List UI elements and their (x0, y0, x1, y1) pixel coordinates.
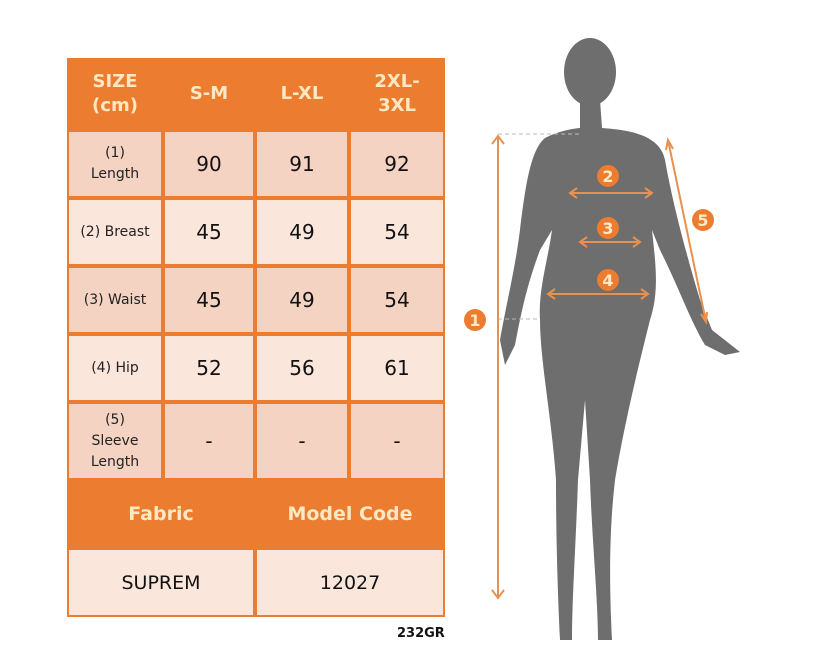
fabric-value: SUPREM (67, 548, 255, 617)
marker-4 (597, 269, 619, 291)
cell: 54 (349, 198, 445, 266)
marker-1-label: 1 (469, 311, 480, 330)
cell: 54 (349, 266, 445, 334)
cell: 45 (163, 266, 255, 334)
fabric-value-row: SUPREM 12027 (67, 548, 445, 617)
cell: 56 (255, 334, 349, 402)
header-l-xl: L-XL (255, 58, 349, 130)
size-chart-table: SIZE (cm) S-M L-XL 2XL-3XL (1) Length 90… (67, 58, 445, 617)
marker-3-label: 3 (602, 219, 613, 238)
row-label: (3) Waist (67, 266, 163, 334)
header-size: SIZE (cm) (67, 58, 163, 130)
cell: 52 (163, 334, 255, 402)
row-label: (1) Length (67, 130, 163, 198)
marker-4-label: 4 (602, 271, 613, 290)
marker-2-label: 2 (602, 167, 613, 186)
product-code: 232GR (397, 626, 445, 641)
header-2xl-3xl: 2XL-3XL (349, 58, 445, 130)
marker-2 (597, 165, 619, 187)
table-header: SIZE (cm) S-M L-XL 2XL-3XL (67, 58, 445, 130)
cell: 90 (163, 130, 255, 198)
cell: - (163, 402, 255, 480)
header-s-m: S-M (163, 58, 255, 130)
marker-1 (464, 309, 486, 331)
row-label: (2) Breast (67, 198, 163, 266)
row-label: (4) Hip (67, 334, 163, 402)
model-code-label: Model Code (255, 480, 445, 548)
guide-lines (498, 133, 580, 320)
marker-5-label: 5 (697, 211, 708, 230)
table-row: (2) Breast 45 49 54 (67, 198, 445, 266)
body-silhouette-figure: 1 2 3 4 5 (464, 38, 740, 640)
cell: 45 (163, 198, 255, 266)
marker-3 (597, 217, 619, 239)
measurement-arrows (491, 134, 708, 600)
cell: 61 (349, 334, 445, 402)
cell: - (349, 402, 445, 480)
silhouette (500, 38, 740, 640)
table-row: (3) Waist 45 49 54 (67, 266, 445, 334)
cell: 49 (255, 266, 349, 334)
table-row: (5) Sleeve Length - - - (67, 402, 445, 480)
cell: 91 (255, 130, 349, 198)
row-label: (5) Sleeve Length (67, 402, 163, 480)
table-row: (4) Hip 52 56 61 (67, 334, 445, 402)
fabric-label: Fabric (67, 480, 255, 548)
model-code-value: 12027 (255, 548, 445, 617)
cell: - (255, 402, 349, 480)
fabric-header-row: Fabric Model Code (67, 480, 445, 548)
marker-5 (692, 209, 714, 231)
table-row: (1) Length 90 91 92 (67, 130, 445, 198)
cell: 49 (255, 198, 349, 266)
marker-badges: 1 2 3 4 5 (464, 165, 714, 331)
cell: 92 (349, 130, 445, 198)
